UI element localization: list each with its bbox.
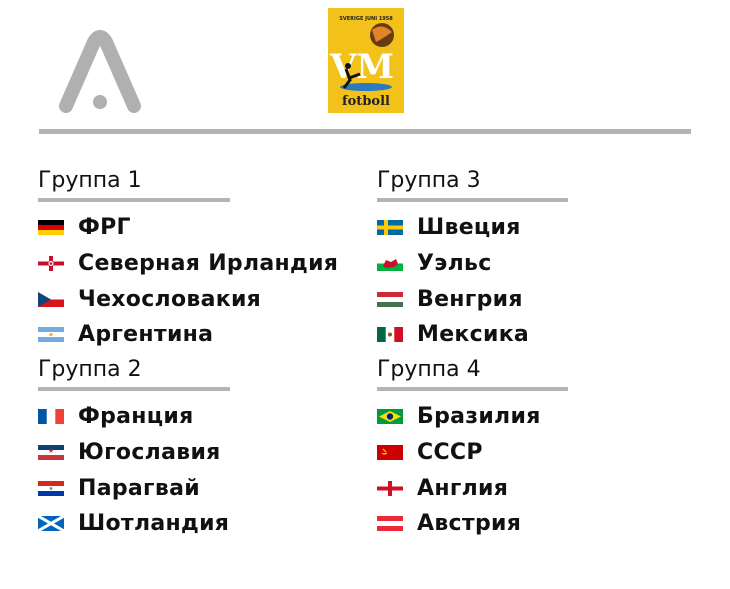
england-flag-icon (377, 480, 403, 496)
northern-ireland-flag-icon (38, 256, 64, 272)
poster-bottom-text: fotboll (342, 94, 390, 109)
austria-flag-icon (377, 516, 403, 532)
sweden-flag-icon (377, 220, 403, 236)
group-title: Группа 4 (377, 357, 481, 382)
brazil-flag-icon (377, 409, 403, 425)
team-row: Англия (377, 470, 707, 506)
team-name: Уэльс (417, 251, 492, 277)
team-row: Аргентина (38, 317, 368, 353)
team-name: Англия (417, 475, 509, 501)
world-cup-1958-poster: SVERIGE JUNI 1958 VM fotboll (328, 8, 404, 113)
ussr-flag-icon (377, 445, 403, 461)
germany-flag-icon (38, 220, 64, 236)
team-row: ФРГ (38, 210, 368, 246)
team-name: Мексика (417, 322, 530, 348)
group-2: Группа 2 Франция Югославия Парагвай Шотланди… (38, 357, 368, 542)
group-divider (377, 198, 568, 202)
group-title: Группа 1 (38, 168, 142, 193)
argentina-flag-icon (38, 327, 64, 343)
team-name: СССР (417, 440, 483, 466)
group-4: Группа 4 Бразилия СССР Англия Австрия (377, 357, 707, 542)
team-name: Парагвай (78, 475, 200, 501)
poster-top-text: SVERIGE JUNI 1958 (339, 16, 393, 22)
team-row: Уэльс (377, 246, 707, 282)
team-row: Шотландия (38, 506, 368, 542)
group-3: Группа 3 Швеция Уэльс Венгрия Мексика (377, 168, 707, 353)
hungary-flag-icon (377, 291, 403, 307)
team-name: Австрия (417, 511, 522, 537)
team-name: Югославия (78, 440, 221, 466)
team-name: Венгрия (417, 286, 523, 312)
team-row: Парагвай (38, 470, 368, 506)
team-row: Югославия (38, 435, 368, 471)
team-name: Швеция (417, 215, 521, 241)
france-flag-icon (38, 409, 64, 425)
yugoslavia-flag-icon (38, 445, 64, 461)
group-divider (377, 387, 568, 391)
team-name: Франция (78, 404, 194, 430)
team-row: Северная Ирландия (38, 246, 368, 282)
header-divider (39, 129, 691, 134)
team-name: ФРГ (78, 215, 131, 241)
scotland-flag-icon (38, 516, 64, 532)
team-name: Бразилия (417, 404, 541, 430)
group-divider (38, 198, 230, 202)
team-name: Чехословакия (78, 286, 262, 312)
poster-big-text: VM (329, 47, 394, 87)
team-name: Шотландия (78, 511, 230, 537)
paraguay-flag-icon (38, 480, 64, 496)
group-divider (38, 387, 230, 391)
team-name: Аргентина (78, 322, 214, 348)
team-name: Северная Ирландия (78, 251, 339, 277)
team-row: Швеция (377, 210, 707, 246)
team-row: Франция (38, 399, 368, 435)
app-logo-icon (59, 30, 141, 113)
group-1: Группа 1 ФРГ Северная Ирландия Чехословакия… (38, 168, 368, 353)
team-row: СССР (377, 435, 707, 471)
team-row: Австрия (377, 506, 707, 542)
team-row: Бразилия (377, 399, 707, 435)
team-row: Чехословакия (38, 281, 368, 317)
group-title: Группа 3 (377, 168, 481, 193)
wales-flag-icon (377, 256, 403, 272)
team-row: Венгрия (377, 281, 707, 317)
group-title: Группа 2 (38, 357, 142, 382)
team-row: Мексика (377, 317, 707, 353)
mexico-flag-icon (377, 327, 403, 343)
czechoslovakia-flag-icon (38, 291, 64, 307)
